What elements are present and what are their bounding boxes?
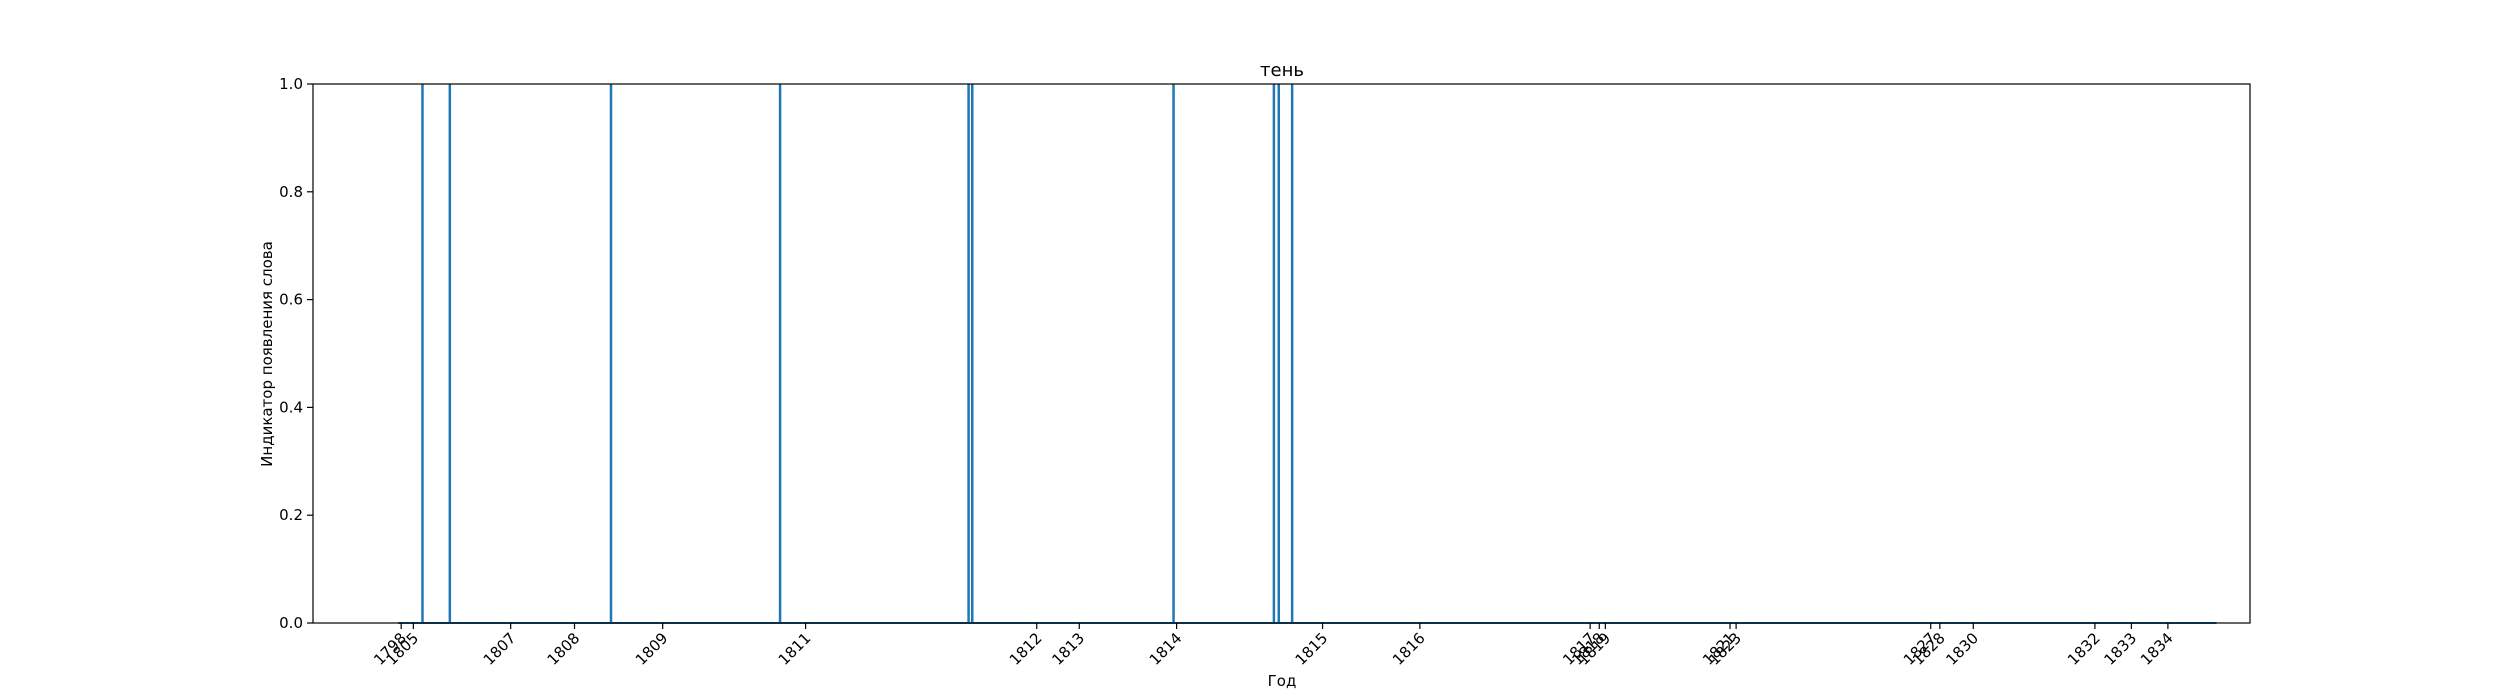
chart-title: тень (1260, 60, 1304, 81)
x-axis-label: Год (1268, 672, 1297, 690)
x-tick-label: 1811 (775, 629, 815, 669)
y-tick-label: 0.0 (279, 614, 303, 632)
x-tick-label: 1812 (1006, 629, 1046, 669)
x-tick-label: 1809 (632, 629, 672, 669)
plot-frame (312, 83, 2251, 624)
y-tick-label: 0.6 (279, 291, 303, 309)
x-tick-label: 1834 (2137, 629, 2177, 669)
x-tick-label: 1808 (544, 629, 584, 669)
x-tick-label: 1830 (1942, 629, 1982, 669)
y-tick-label: 0.8 (279, 183, 303, 201)
x-tick-label: 1815 (1292, 629, 1332, 669)
x-tick-label: 1814 (1146, 629, 1186, 669)
x-tick-label: 1823 (1705, 629, 1745, 669)
x-tick-label: 1833 (2101, 629, 2141, 669)
x-tick-label: 1813 (1048, 629, 1088, 669)
x-tick-label: 1832 (2064, 629, 2104, 669)
y-tick-label: 0.2 (279, 506, 303, 524)
x-tick-label: 1816 (1389, 629, 1429, 669)
x-tick-label: 1828 (1909, 629, 1949, 669)
y-axis-label: Индикатор появления слова (258, 241, 276, 467)
x-tick-label: 1805 (382, 629, 422, 669)
y-tick-label: 1.0 (279, 75, 303, 93)
plot-area (398, 84, 2217, 624)
x-tick-label: 1807 (480, 629, 520, 669)
y-tick-label: 0.4 (279, 398, 303, 416)
